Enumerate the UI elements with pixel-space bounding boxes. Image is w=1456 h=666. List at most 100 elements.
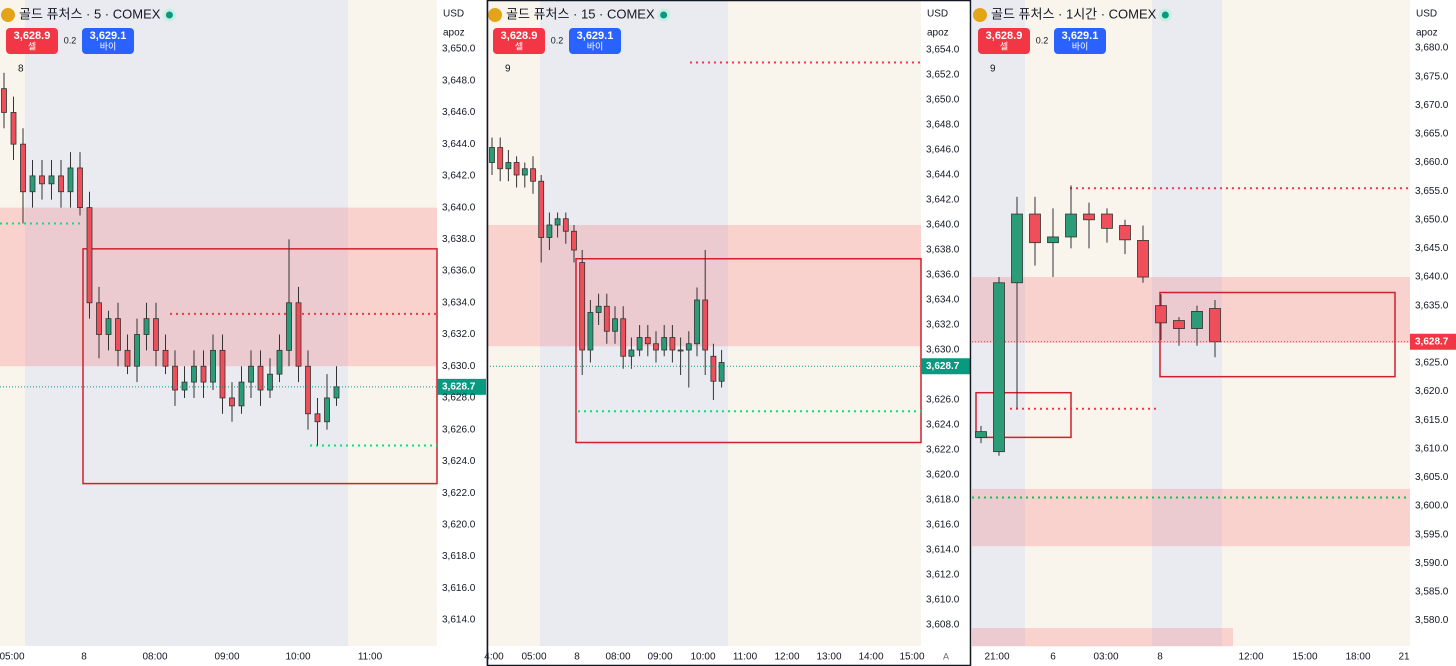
sell-price: 3,628.9: [986, 30, 1023, 42]
candle-body: [644, 337, 651, 345]
box: [82, 248, 438, 485]
buy-button[interactable]: [1054, 28, 1106, 54]
candle-body: [86, 207, 93, 304]
session-shade: [25, 0, 348, 646]
buy-price: 3,629.1: [577, 30, 614, 42]
candle-body: [67, 167, 74, 193]
x-tick-label: 10:00: [690, 652, 715, 663]
candle-body: [993, 282, 1005, 453]
y-tick-label: 3,670.0: [1415, 100, 1449, 111]
buy-label: 바이: [100, 41, 117, 51]
y-tick-label: 3,608.0: [926, 620, 960, 631]
candle-body: [181, 381, 188, 391]
candle-body: [219, 349, 226, 399]
sell-button[interactable]: [493, 28, 545, 54]
y-tick-label: 3,600.0: [1415, 501, 1449, 512]
y-tick-label: 3,650.0: [926, 95, 960, 106]
y-tick-label: 3,622.0: [442, 488, 476, 499]
y-tick-label: 3,610.0: [926, 595, 960, 606]
candle-body: [48, 175, 55, 185]
y-tick-label: 3,616.0: [442, 583, 476, 594]
sell-button[interactable]: [6, 28, 58, 54]
x-tick-label: 15:00: [899, 652, 924, 663]
sell-label: 셀: [1000, 41, 1008, 51]
y-tick-label: 3,614.0: [926, 545, 960, 556]
x-tick-label: 11:00: [733, 652, 758, 663]
y-tick-label: 3,648.0: [926, 120, 960, 131]
x-tick-label: 08:00: [605, 652, 630, 663]
unit: apoz: [927, 28, 949, 39]
x-tick-label: 15:00: [1292, 652, 1317, 663]
candle-body: [115, 318, 121, 351]
candle-body: [612, 318, 618, 332]
candle-body: [513, 162, 520, 176]
x-tick-label: 11:00: [358, 652, 383, 663]
y-tick-label: 3,615.0: [1415, 415, 1449, 426]
candle-body: [694, 299, 700, 345]
corner-mark: A: [943, 651, 949, 661]
y-tick-label: 3,646.0: [442, 107, 476, 118]
candle-body: [191, 365, 197, 383]
candle-body: [587, 312, 594, 351]
y-tick-label: 3,665.0: [1415, 129, 1449, 140]
y-tick-label: 3,648.0: [442, 75, 476, 86]
x-tick-label: 12:00: [1238, 652, 1263, 663]
symbol-icon: [1, 8, 15, 22]
y-tick-label: 3,644.0: [442, 139, 476, 150]
candle-body: [1155, 305, 1167, 324]
x-tick-label: 05:00: [0, 652, 25, 663]
x-tick-label: 18:00: [1345, 652, 1370, 663]
price-axis: [437, 0, 486, 666]
x-tick-label: 4:00: [484, 652, 504, 663]
sell-label: 셀: [515, 41, 523, 51]
buy-price: 3,629.1: [1062, 30, 1099, 42]
candle-body: [595, 305, 602, 313]
candle-body: [1101, 213, 1113, 229]
candle-body: [162, 349, 169, 367]
x-tick-label: 14:00: [858, 652, 883, 663]
y-tick-label: 3,640.0: [926, 220, 960, 231]
candle-body: [1029, 213, 1041, 244]
y-tick-label: 3,616.0: [926, 520, 960, 531]
time-axis: [972, 646, 1410, 666]
time-axis: [487, 646, 921, 666]
candle-body: [521, 168, 528, 176]
candle-body: [628, 349, 635, 357]
y-tick-label: 3,680.0: [1415, 43, 1449, 54]
zone: [0, 207, 437, 367]
last-price-label: 3,628.7: [442, 381, 476, 392]
y-tick-label: 3,640.0: [1415, 272, 1449, 283]
y-tick-label: 3,632.0: [442, 329, 476, 340]
chart-panel: 3,650.0 3,648.0 3,646.0 3,644.0 3,642.0 3,640…: [0, 0, 487, 666]
x-tick-label: 8: [574, 652, 580, 663]
y-tick-label: 3,640.0: [442, 202, 476, 213]
x-tick-label: 09:00: [214, 652, 239, 663]
candle-body: [305, 365, 311, 415]
y-tick-label: 3,644.0: [926, 170, 960, 181]
candle-body: [505, 162, 512, 170]
buy-button[interactable]: [569, 28, 621, 54]
y-tick-label: 3,626.0: [442, 424, 476, 435]
y-tick-label: 3,636.0: [442, 266, 476, 277]
buy-button[interactable]: [82, 28, 134, 54]
candle-body: [229, 397, 235, 407]
candle-body: [333, 386, 340, 399]
y-tick-label: 3,634.0: [926, 295, 960, 306]
currency: USD: [1416, 9, 1437, 20]
candle-body: [710, 355, 717, 382]
y-tick-label: 3,605.0: [1415, 472, 1449, 483]
y-tick-label: 3,610.0: [1415, 443, 1449, 454]
candle-body: [29, 175, 36, 193]
y-tick-label: 3,632.0: [926, 320, 960, 331]
last-price-badge: [921, 358, 970, 375]
live-dot: [1158, 8, 1172, 22]
candle-body: [1191, 310, 1203, 329]
sell-button[interactable]: [978, 28, 1030, 54]
y-tick-label: 3,612.0: [926, 570, 960, 581]
candle-body: [172, 365, 178, 391]
candle-body: [105, 318, 112, 335]
y-tick-label: 3,618.0: [926, 495, 960, 506]
candle-body: [975, 431, 987, 438]
price-axis: [921, 0, 970, 666]
candle-body: [685, 343, 692, 351]
